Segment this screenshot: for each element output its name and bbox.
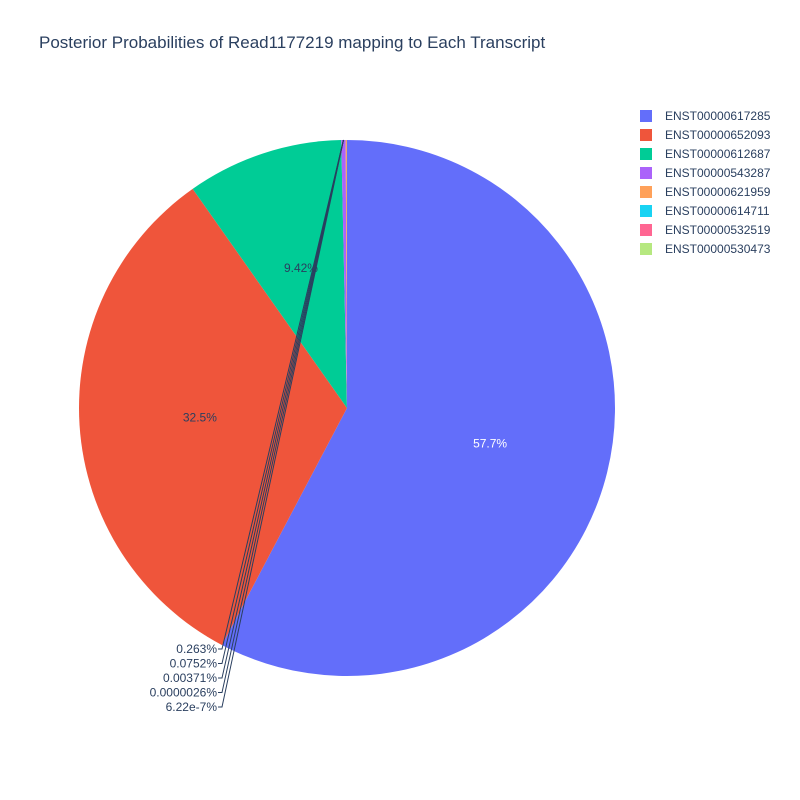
legend-item-enst00000612687[interactable]: ENST00000612687 [640, 144, 770, 163]
legend-swatch [640, 185, 652, 198]
leader-line-enst00000621959 [218, 139, 344, 664]
legend-item-enst00000530473[interactable]: ENST00000530473 [640, 239, 770, 258]
legend-label: ENST00000532519 [665, 222, 771, 237]
pie-slice-enst00000617285[interactable] [222, 140, 615, 676]
legend-swatch [640, 223, 652, 236]
legend-item-enst00000652093[interactable]: ENST00000652093 [640, 125, 770, 144]
legend-swatch [640, 242, 652, 255]
legend-label: ENST00000612687 [665, 146, 771, 161]
legend-label: ENST00000614711 [665, 203, 770, 218]
legend-swatch [640, 166, 652, 179]
leader-line-enst00000614711 [218, 139, 344, 679]
slice-label-enst00000652093: 32.5% [183, 410, 217, 424]
legend-item-enst00000621959[interactable]: ENST00000621959 [640, 182, 770, 201]
legend-swatch [640, 204, 652, 217]
slice-label-enst00000530473: 6.22e-7% [166, 700, 218, 714]
legend-label: ENST00000617285 [665, 108, 771, 123]
slice-label-enst00000612687: 9.42% [284, 261, 318, 275]
legend-label: ENST00000621959 [665, 184, 771, 199]
slice-label-enst00000621959: 0.0752% [170, 657, 218, 671]
legend-item-enst00000617285[interactable]: ENST00000617285 [640, 106, 770, 125]
pie-slice-enst00000621959[interactable] [345, 140, 347, 408]
pie-slice-enst00000612687[interactable] [192, 140, 347, 408]
legend-item-enst00000614711[interactable]: ENST00000614711 [640, 201, 770, 220]
leader-line-enst00000532519 [218, 139, 344, 693]
leader-line-enst00000530473 [218, 139, 344, 708]
legend-label: ENST00000543287 [665, 165, 771, 180]
pie-slice-enst00000652093[interactable] [78, 188, 348, 646]
legend: ENST00000617285 ENST00000652093 ENST000006… [640, 106, 770, 258]
legend-label: ENST00000530473 [665, 241, 771, 256]
legend-item-enst00000532519[interactable]: ENST00000532519 [640, 220, 770, 239]
slice-label-enst00000617285: 57.7% [473, 436, 507, 450]
slice-label-enst00000532519: 0.0000026% [150, 686, 218, 700]
legend-swatch [640, 128, 652, 141]
slice-label-enst00000614711: 0.00371% [163, 671, 217, 685]
legend-label: ENST00000652093 [665, 127, 771, 142]
legend-swatch [640, 147, 652, 160]
slice-label-enst00000543287: 0.263% [176, 642, 217, 656]
legend-item-enst00000543287[interactable]: ENST00000543287 [640, 163, 770, 182]
pie-slice-enst00000543287[interactable] [341, 140, 347, 408]
leader-line-enst00000543287 [218, 139, 344, 650]
legend-swatch [640, 109, 652, 122]
chart-title: Posterior Probabilities of Read1177219 m… [39, 33, 546, 52]
